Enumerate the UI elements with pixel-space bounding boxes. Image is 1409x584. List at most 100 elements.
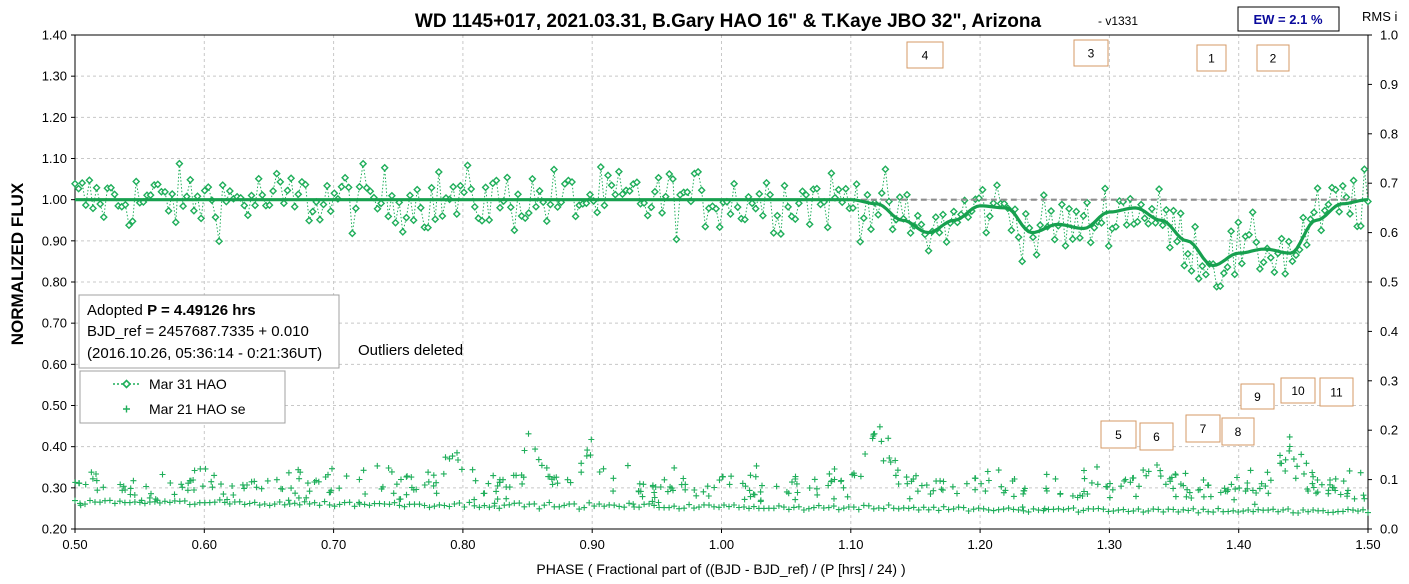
- mar21-point: [1309, 480, 1316, 487]
- mar31-point: [467, 185, 476, 193]
- dip-box: [1139, 422, 1174, 451]
- mar31-point: [344, 183, 353, 192]
- mar21-point: [156, 499, 163, 506]
- mar31-point: [308, 207, 317, 216]
- mar31-point: [251, 201, 260, 210]
- mar21-point: [1020, 507, 1027, 514]
- mar21-point: [1180, 506, 1187, 513]
- mar31-point: [1284, 237, 1293, 246]
- mar31-point: [1219, 269, 1228, 278]
- mar21-point: [208, 478, 215, 485]
- mar31-point: [92, 183, 101, 192]
- mar21-point: [1225, 508, 1232, 515]
- mar31-point: [398, 227, 407, 236]
- mar31-point: [766, 190, 775, 199]
- mar21-point: [421, 502, 428, 509]
- mar31-point: [272, 169, 281, 178]
- mar21-point: [391, 499, 398, 506]
- mar21-point: [187, 477, 194, 484]
- mar21-point: [938, 486, 945, 493]
- mar31-point: [877, 189, 886, 198]
- mar31-point: [755, 189, 764, 198]
- mar31-point: [568, 178, 576, 186]
- mar21-point: [72, 497, 78, 504]
- mar21-point: [892, 457, 899, 464]
- mar31-point: [406, 191, 414, 200]
- mar21-point: [1000, 506, 1007, 513]
- mar21-point: [1175, 508, 1182, 515]
- version-label: - v1331: [1098, 14, 1138, 28]
- mar31-point: [377, 199, 386, 208]
- mar31-point: [1216, 282, 1225, 291]
- y-tick-label: 1.40: [42, 28, 67, 43]
- mar31-point: [1144, 219, 1153, 228]
- mar21-point: [610, 475, 617, 482]
- mar21-point: [716, 477, 723, 484]
- mar21-point: [421, 482, 428, 488]
- mar21-point: [430, 472, 437, 479]
- mar21-point: [1230, 507, 1237, 514]
- mar21-point: [449, 453, 456, 460]
- mar21-point: [286, 501, 293, 507]
- mar31-point: [460, 188, 468, 197]
- mar21-point: [639, 493, 646, 500]
- mar31-point: [1158, 221, 1167, 230]
- mar21-point: [1231, 496, 1238, 503]
- mar21-point: [536, 505, 543, 512]
- mar31-point: [924, 246, 933, 255]
- mar31-point: [168, 190, 177, 198]
- mar21-point: [610, 488, 617, 495]
- dip-label: 4: [922, 49, 929, 63]
- mar21-point: [271, 501, 278, 508]
- mar21-point: [171, 491, 178, 498]
- mar21-point: [397, 496, 404, 503]
- mar21-point: [1143, 472, 1150, 479]
- mar21-point: [584, 447, 591, 454]
- mar31-point: [71, 179, 79, 188]
- mar21-point: [742, 483, 749, 490]
- mar21-point: [218, 481, 224, 488]
- info-box: Adopted P = 4.49126 hrs BJD_ref = 245768…: [78, 294, 340, 369]
- mar21-point: [295, 466, 302, 473]
- mar31-point: [434, 168, 443, 176]
- y2-tick-label: 0.3: [1380, 373, 1398, 388]
- mar31-point: [496, 203, 504, 212]
- mar21-point: [503, 495, 510, 502]
- mar21-point: [1182, 470, 1189, 477]
- mar21-point: [870, 433, 877, 439]
- mar21-point: [1357, 469, 1364, 476]
- mar21-point: [476, 504, 483, 511]
- mar21-point: [1280, 506, 1287, 513]
- mar21-point: [1135, 506, 1142, 513]
- mar21-point: [97, 499, 103, 506]
- mar21-point: [588, 436, 595, 443]
- mar31-point: [380, 163, 389, 172]
- mar31-point: [668, 175, 677, 183]
- mar21-point: [166, 499, 173, 506]
- mar21-point: [1340, 508, 1346, 515]
- mar31-point: [153, 180, 162, 189]
- mar21-point: [251, 499, 258, 506]
- mar21-point: [1160, 508, 1167, 515]
- mar31-point: [391, 218, 400, 227]
- mar21-point: [726, 503, 732, 510]
- mar21-point: [865, 502, 872, 509]
- mar31-point: [431, 215, 440, 224]
- mar31-point: [1223, 263, 1232, 272]
- mar21-point: [291, 500, 298, 507]
- mar21-point: [1084, 491, 1091, 497]
- mar21-point: [794, 489, 801, 496]
- mar31-point: [1313, 184, 1322, 193]
- mar21-point: [1318, 481, 1325, 488]
- mar31-point: [1245, 230, 1254, 239]
- mar21-point: [880, 457, 887, 464]
- mar21-point: [532, 446, 539, 453]
- mar21-point: [949, 483, 956, 490]
- mar21-point: [601, 503, 608, 510]
- mar21-point: [273, 476, 280, 483]
- mar31-point: [600, 201, 609, 210]
- mar31-point: [243, 211, 252, 220]
- mar31-point: [506, 203, 515, 212]
- mar31-point: [1248, 208, 1257, 217]
- mar21-point: [1167, 478, 1174, 485]
